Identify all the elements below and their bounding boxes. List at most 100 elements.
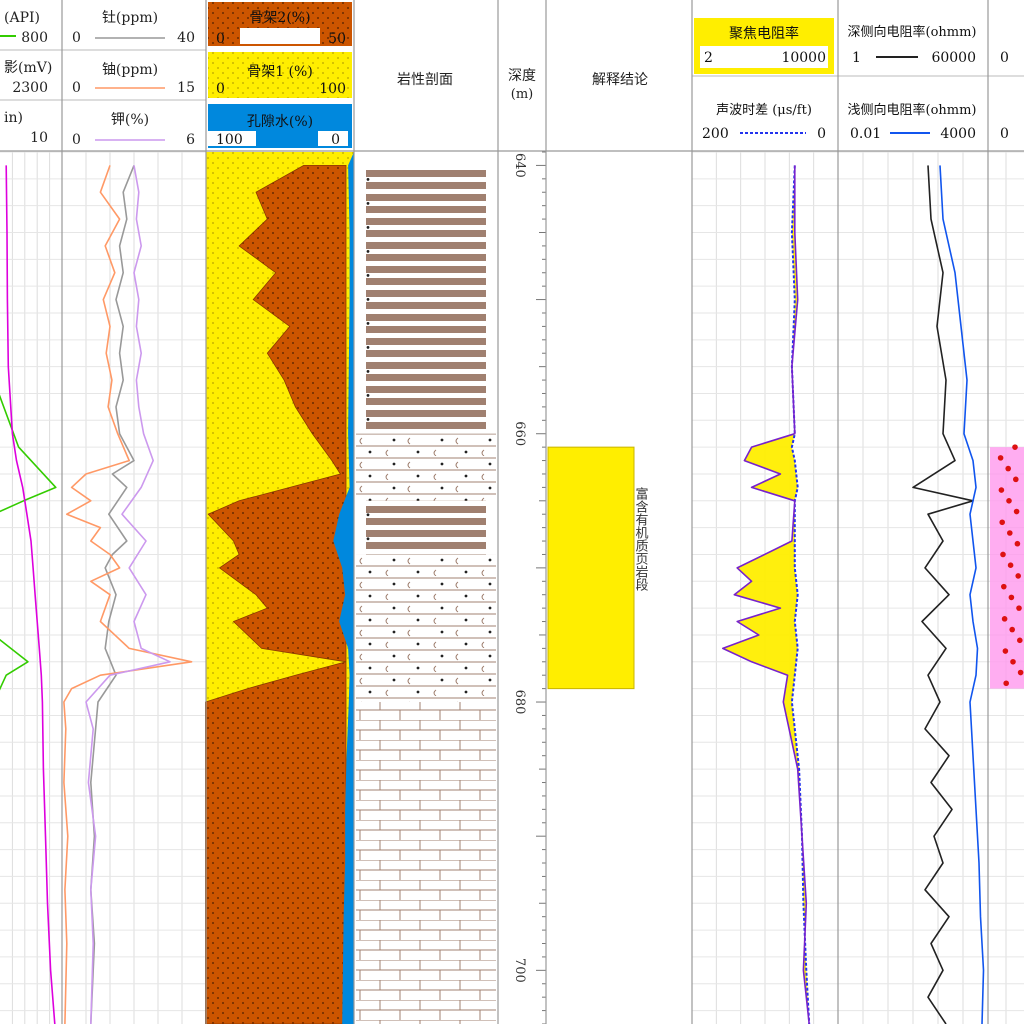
matrix1-swatch — [208, 52, 352, 98]
header-sp: 影(mV) 2300 — [4, 60, 52, 96]
matrix1-label: 骨架1 (%) — [247, 64, 313, 80]
lithology-dot — [366, 537, 370, 541]
col9-marker — [1017, 637, 1023, 644]
lithology-dot — [366, 346, 370, 349]
col9-marker — [1005, 465, 1011, 472]
gamma-max: 800 — [21, 30, 48, 46]
col9-marker — [998, 487, 1005, 493]
matrix1-min: 0 — [216, 81, 225, 97]
shallow-res-min: 0.01 — [850, 126, 881, 142]
matrix2-min: 0 — [216, 31, 225, 47]
depth-unit: (m) — [511, 87, 533, 102]
col9-marker — [1013, 508, 1020, 515]
lithology-interval — [366, 165, 486, 434]
col9-marker — [1016, 605, 1022, 611]
col9-marker — [1012, 444, 1018, 450]
header-deep-res: 深侧向电阻率(ohmm) 1 60000 — [848, 24, 977, 66]
uranium-max: 15 — [177, 80, 195, 96]
focused-curve — [722, 165, 810, 1024]
depth-tick-label: 680 — [512, 690, 527, 715]
water-scale-gap-left — [208, 131, 256, 146]
depth-title: 深度 — [508, 68, 536, 84]
lithology-interval — [356, 433, 496, 501]
header-shallow-res: 浅侧向电阻率(ohmm) 0.01 4000 — [848, 102, 977, 142]
gamma-curve — [0, 394, 57, 691]
lithology-interval — [356, 554, 496, 703]
lithology-dot — [366, 298, 370, 301]
thorium-curve — [90, 165, 135, 1024]
matrix2-max: 50 — [328, 31, 346, 47]
sp-max: 2300 — [12, 80, 48, 96]
depth-tick-label: 640 — [512, 153, 527, 178]
lithology-dot — [366, 274, 370, 277]
header-gamma: (API) 800 — [0, 10, 48, 46]
shallow-res-max: 4000 — [940, 126, 976, 142]
col9-marker — [1008, 594, 1015, 601]
focused-max: 10000 — [781, 50, 826, 66]
lithology-dot — [366, 322, 370, 325]
composition-track — [205, 152, 354, 1024]
track-grids — [0, 151, 1024, 1024]
lithology-dot — [366, 418, 370, 421]
header-water: 孔隙水(%) 100 0 — [208, 104, 352, 148]
col9-marker — [999, 519, 1005, 526]
col9-marker — [1014, 540, 1021, 547]
water-max: 0 — [331, 132, 340, 148]
header-caliper: in) 10 — [4, 110, 48, 146]
potassium-label: 钾(%) — [111, 112, 149, 128]
resistivity_shallow-curve — [939, 165, 985, 1024]
focused-label: 聚焦电阻率 — [729, 25, 799, 42]
deep-res-label: 深侧向电阻率(ohmm) — [848, 24, 977, 40]
sonic-min: 200 — [702, 126, 729, 142]
matrix2-area — [205, 165, 347, 1024]
uranium-min: 0 — [72, 80, 81, 96]
resistivity_deep-curve — [912, 165, 974, 1024]
matrix2-label: 骨架2(%) — [249, 10, 310, 26]
water-min: 100 — [216, 132, 243, 148]
lithology-dot — [366, 226, 370, 229]
sonic-label: 声波时差 (μs/ft) — [716, 103, 812, 118]
lithology-dot — [366, 513, 370, 517]
caliper-max: 10 — [30, 130, 48, 146]
col9-min-2: 0 — [1000, 126, 1009, 142]
matrix2-scale-gap — [240, 28, 320, 44]
col9-min-1: 0 — [1000, 50, 1009, 66]
header-dividers — [0, 49, 1024, 101]
lithology-interval — [366, 500, 486, 555]
potassium-min: 0 — [72, 132, 81, 148]
deep-res-max: 60000 — [931, 50, 976, 66]
thorium-min: 0 — [72, 30, 81, 46]
water-scale-gap-right — [318, 131, 348, 146]
header-sonic: 声波时差 (μs/ft) 200 0 — [702, 103, 826, 142]
thorium-max: 40 — [177, 30, 195, 46]
depth-track: 640 660 680 700 — [512, 151, 546, 1024]
col9-marker — [1009, 626, 1015, 633]
conclusion-track: 富含有机质页岩段 — [547, 446, 649, 690]
water-label: 孔隙水(%) — [247, 114, 313, 130]
uranium-label: 铀(ppm) — [102, 62, 158, 78]
depth-tick-label: 660 — [512, 421, 527, 446]
deep-res-min: 1 — [852, 50, 861, 66]
lithology-title: 岩性剖面 — [397, 72, 453, 88]
conclusion-title: 解释结论 — [592, 72, 648, 88]
potassium-max: 6 — [186, 132, 195, 148]
col9-marker — [1017, 669, 1024, 676]
col9-zone-band — [990, 447, 1024, 689]
col9-marker — [1015, 573, 1021, 579]
col9-marker — [997, 455, 1004, 461]
col9-marker — [1010, 658, 1016, 665]
depth-tick-label: 700 — [512, 958, 527, 983]
header-thorium: 钍(ppm) 0 40 — [72, 10, 195, 46]
conclusion-zone-text: 富含有机质页岩段 — [633, 487, 649, 592]
header-focused: 聚焦电阻率 2 10000 — [694, 18, 834, 74]
col9-marker — [1007, 562, 1014, 568]
header-uranium: 铀(ppm) 0 15 — [72, 62, 195, 96]
col9-marker — [1006, 498, 1012, 504]
focused-scale-gap — [700, 46, 828, 68]
log-curves — [0, 165, 1024, 1024]
col9-marker — [1007, 530, 1013, 536]
col9-marker — [1003, 680, 1009, 687]
shallow-res-label: 浅侧向电阻率(ohmm) — [848, 102, 977, 118]
